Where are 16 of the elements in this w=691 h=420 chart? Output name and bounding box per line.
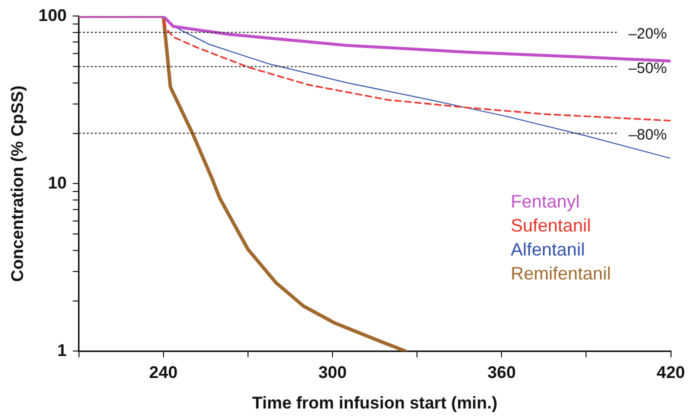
text: Sufentanil [510, 216, 591, 236]
x-axis-title: Time from infusion start (min.) [252, 393, 498, 412]
y-axis-title: Concentration (% CpSS) [8, 85, 27, 282]
ref-line-label: –80% [628, 126, 667, 144]
y-tick-label: 10 [48, 173, 67, 192]
ref-line-label: –50% [628, 60, 667, 77]
text: Remifentanil [510, 264, 611, 284]
x-tick-label: 300 [318, 363, 347, 382]
x-tick-label: 240 [149, 363, 178, 382]
y-tick-label: 100 [38, 6, 67, 25]
ref-line-label: –20% [628, 26, 667, 43]
y-tick-label: 1 [57, 340, 67, 360]
x-tick-label: 360 [487, 363, 516, 382]
x-tick-label: 420 [656, 363, 686, 382]
text: Fentanyl [510, 192, 580, 212]
text: Alfentanil [510, 240, 585, 260]
